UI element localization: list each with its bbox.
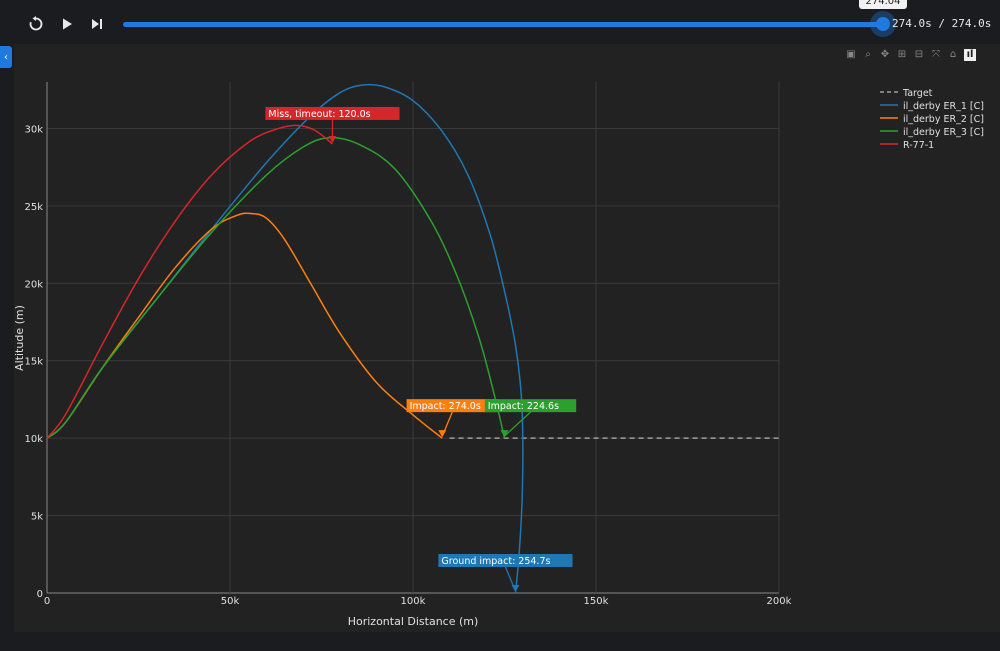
y-tick-label: 5k bbox=[31, 512, 43, 523]
annotation-label: Miss, timeout: 120.0s bbox=[268, 109, 370, 120]
time-readout: 274.0s / 274.0s bbox=[892, 17, 992, 30]
x-axis-title: Horizontal Distance (m) bbox=[348, 615, 479, 628]
bottom-strip bbox=[0, 632, 1000, 651]
annotation-box bbox=[438, 554, 573, 567]
series-line-1 bbox=[46, 83, 524, 594]
legend-label: il_derby ER_3 [C] bbox=[903, 127, 984, 138]
zoom-out-icon[interactable]: ⊟ bbox=[914, 49, 924, 60]
annotation-box bbox=[406, 399, 498, 413]
annotation-label: Ground impact: 254.7s bbox=[441, 556, 550, 567]
play-icon[interactable] bbox=[56, 13, 78, 35]
series-line-4 bbox=[46, 124, 333, 439]
plotly-logo[interactable]: ıl bbox=[964, 49, 976, 61]
legend: Target il_derby ER_1 [C] il_derby ER_2 [C]… bbox=[880, 88, 984, 151]
legend-label: il_derby ER_2 [C] bbox=[903, 114, 984, 125]
home-icon[interactable]: ⌂ bbox=[949, 49, 957, 60]
y-axis-title: Altitude (m) bbox=[13, 305, 26, 371]
annotation-label: Impact: 224.6s bbox=[488, 401, 559, 412]
annotation-arrowhead bbox=[511, 585, 520, 592]
x-tick-label: 0 bbox=[44, 596, 50, 607]
playback-slider[interactable] bbox=[123, 22, 883, 27]
y-tick-label: 30k bbox=[24, 124, 43, 135]
annotation-label: Impact: 274.0s bbox=[410, 401, 481, 412]
annotation-box bbox=[484, 399, 577, 413]
annotation-arrowhead bbox=[438, 430, 447, 438]
slider-tooltip: 274.04 bbox=[859, 0, 907, 9]
x-tick-label: 100k bbox=[401, 596, 426, 607]
annotation-arrowhead bbox=[328, 135, 337, 143]
annotation-arrowhead bbox=[500, 430, 509, 438]
series-line-2 bbox=[46, 212, 443, 439]
zoom-icon[interactable]: ⌕ bbox=[865, 49, 871, 60]
chart-panel bbox=[14, 44, 1000, 632]
modebar: ▣ ⌕ ✥ ⊞ ⊟ ⤧ ⌂ ıl bbox=[845, 49, 976, 63]
legend-label: il_derby ER_1 [C] bbox=[903, 101, 984, 112]
zoom-in-icon[interactable]: ⊞ bbox=[897, 49, 907, 60]
sidebar-toggle-icon[interactable]: ‹ bbox=[0, 46, 12, 68]
annotation-box bbox=[265, 106, 400, 120]
y-tick-label: 10k bbox=[24, 434, 43, 445]
pan-icon[interactable]: ✥ bbox=[880, 49, 890, 60]
y-tick-label: 25k bbox=[24, 202, 43, 213]
restart-icon[interactable] bbox=[25, 13, 47, 35]
x-tick-label: 50k bbox=[221, 596, 240, 607]
annotations: Miss, timeout: 120.0s Impact: 274.0s Impac… bbox=[265, 106, 577, 592]
axes: Horizontal Distance (m) Altitude (m) 0 5k… bbox=[13, 124, 792, 628]
y-tick-label: 15k bbox=[24, 357, 43, 368]
camera-icon[interactable]: ▣ bbox=[846, 49, 856, 60]
playback-bar: 274.04 274.0s / 274.0s bbox=[0, 0, 1000, 48]
series-line-3 bbox=[46, 136, 506, 439]
legend-label: R-77-1 bbox=[903, 140, 934, 151]
autoscale-icon[interactable]: ⤧ bbox=[932, 49, 940, 60]
x-tick-label: 150k bbox=[584, 596, 609, 607]
legend-label: Target bbox=[902, 88, 933, 99]
slider-handle[interactable] bbox=[876, 17, 890, 31]
x-tick-label: 200k bbox=[767, 596, 792, 607]
annotation-arrow bbox=[504, 411, 531, 437]
series bbox=[46, 83, 779, 594]
step-forward-icon[interactable] bbox=[86, 13, 108, 35]
y-tick-label: 20k bbox=[24, 279, 43, 290]
grid bbox=[46, 82, 780, 594]
y-tick-label: 0 bbox=[37, 589, 43, 600]
